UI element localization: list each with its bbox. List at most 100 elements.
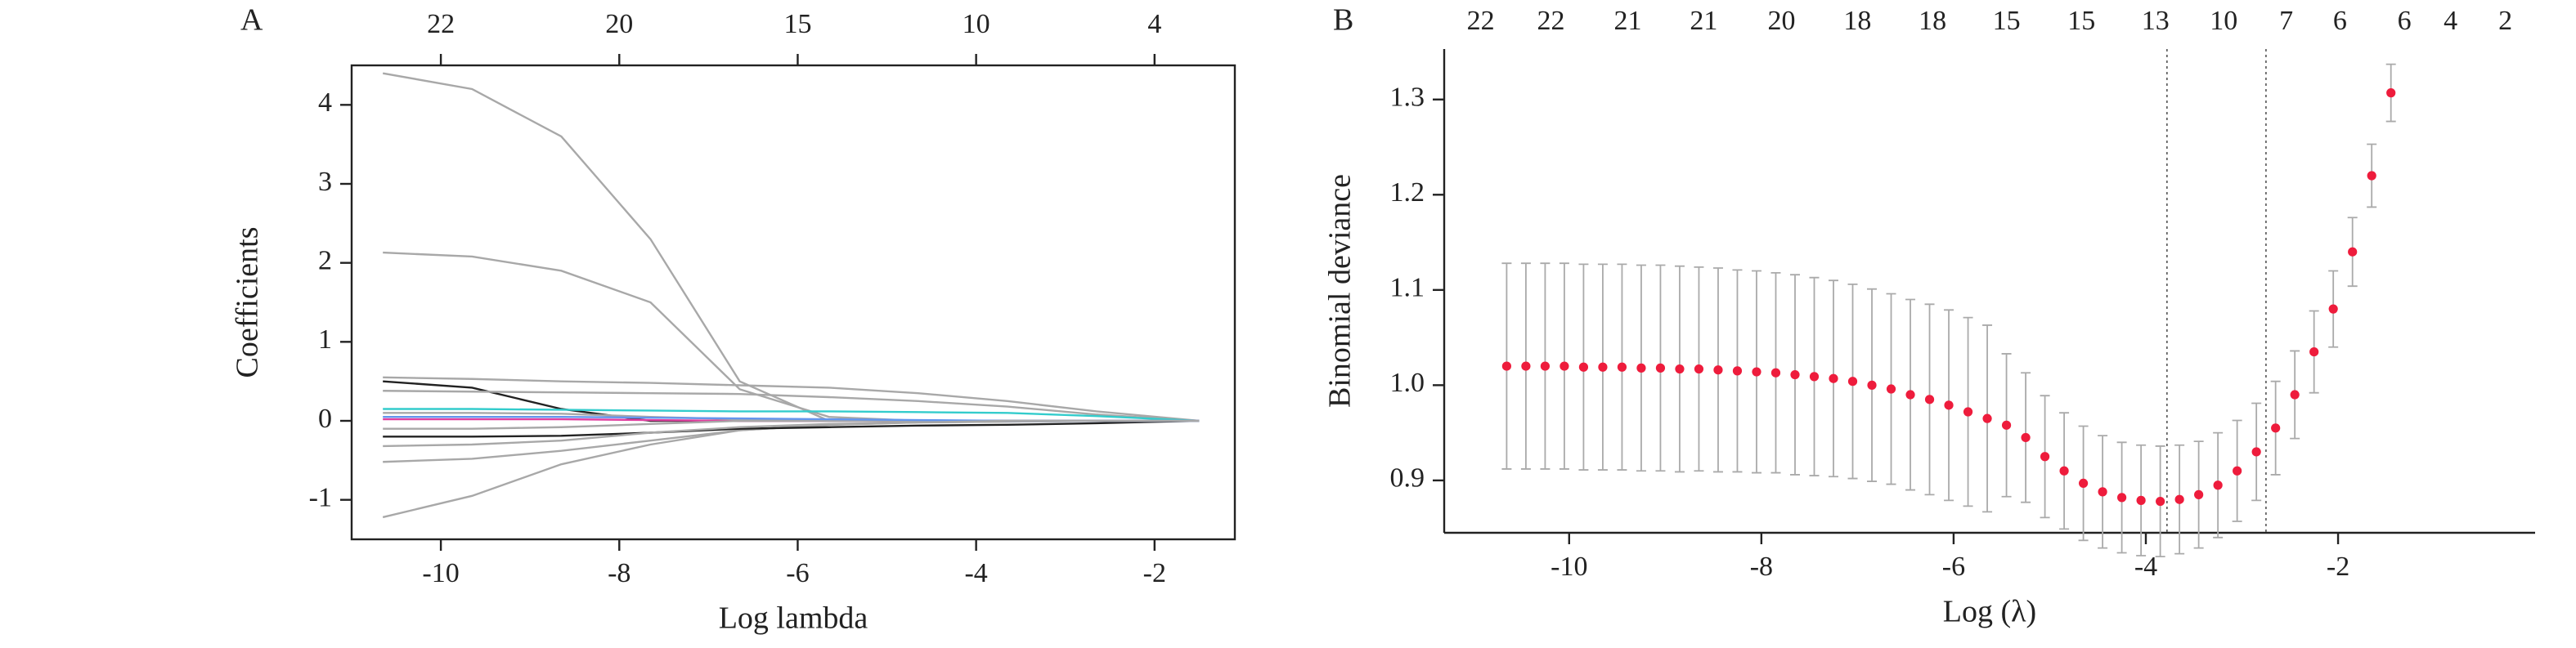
point <box>1905 390 1915 400</box>
point <box>1982 413 1992 423</box>
panel-label: B <box>1333 3 1353 38</box>
point <box>1963 407 1973 417</box>
point <box>2136 495 2146 505</box>
top-tick-label: 4 <box>2444 6 2457 36</box>
coefficient-path <box>383 376 1200 422</box>
top-tick-label: 4 <box>1147 9 1161 39</box>
panel-label: A <box>240 3 263 38</box>
x-tick-label: -6 <box>786 558 809 588</box>
top-tick-label: 6 <box>2398 6 2412 36</box>
point <box>1598 362 1608 372</box>
point <box>2348 247 2358 257</box>
x-tick-label: -6 <box>1942 552 1965 582</box>
point <box>1924 395 1935 404</box>
y-tick-label: 1.0 <box>1390 368 1425 398</box>
plot-frame <box>350 64 1236 541</box>
y-tick-label: 3 <box>318 167 332 197</box>
top-tick-label: 2 <box>2498 6 2512 36</box>
top-tick-label: 22 <box>427 9 455 39</box>
point <box>1694 364 1704 374</box>
point <box>1886 384 1896 394</box>
coefficient-path <box>383 408 1200 422</box>
x-tick-label: -8 <box>608 558 631 588</box>
top-tick-label: 10 <box>963 9 990 39</box>
y-axis-label: Coefficients <box>231 226 265 378</box>
point <box>2001 420 2012 430</box>
point <box>1501 361 1511 371</box>
coefficient-path <box>382 419 1200 519</box>
point <box>1655 363 1666 373</box>
point <box>2059 466 2069 476</box>
point <box>1578 362 1589 372</box>
point <box>2367 171 2376 181</box>
point <box>1752 367 1761 377</box>
coefficient-path <box>382 72 1200 422</box>
x-tick-label: -4 <box>2134 552 2157 582</box>
y-tick-label: 1.2 <box>1390 177 1425 208</box>
point <box>2021 432 2031 443</box>
coefficient-path <box>383 419 1200 448</box>
y-axis-label: Binomial deviance <box>1323 174 1358 408</box>
y-tick-label: 4 <box>318 87 332 118</box>
point <box>2309 346 2319 357</box>
top-tick-label: 21 <box>1690 6 1717 36</box>
point <box>1847 377 1858 387</box>
point <box>2213 480 2223 490</box>
x-tick-label: -10 <box>422 558 459 588</box>
top-tick-label: 15 <box>2067 6 2095 36</box>
point <box>1770 368 1781 378</box>
point <box>1636 363 1646 373</box>
top-tick-label: 20 <box>1768 6 1796 36</box>
point <box>2117 493 2127 503</box>
y-tick-label: 1.3 <box>1390 83 1425 113</box>
point <box>2040 452 2050 462</box>
x-axis-label: Log (λ) <box>1943 595 2036 629</box>
y-tick-label: 1.1 <box>1390 273 1425 303</box>
point <box>1944 400 1954 410</box>
top-tick-label: 18 <box>1843 6 1871 36</box>
x-tick-label: -2 <box>1143 558 1166 588</box>
coefficient-path <box>383 390 1200 422</box>
x-tick-label: -2 <box>2327 552 2349 582</box>
top-tick-label: 15 <box>1993 6 2021 36</box>
x-tick-label: -10 <box>1551 552 1587 582</box>
point <box>2328 304 2338 314</box>
top-tick-label: 22 <box>1467 6 1495 36</box>
x-tick-label: -8 <box>1750 552 1773 582</box>
top-tick-label: 21 <box>1613 6 1641 36</box>
point <box>1809 372 1820 382</box>
point <box>1713 365 1723 375</box>
point <box>1540 361 1551 371</box>
point <box>1829 373 1838 383</box>
point <box>2290 390 2300 400</box>
point <box>2078 478 2089 489</box>
top-tick-label: 15 <box>783 9 811 39</box>
x-axis-label: Log lambda <box>719 601 868 636</box>
point <box>1521 361 1531 371</box>
y-tick-label: 1 <box>318 324 332 355</box>
point <box>2174 494 2184 504</box>
point <box>2386 88 2396 98</box>
y-tick-label: 2 <box>318 245 332 275</box>
top-tick-label: 20 <box>605 9 633 39</box>
point <box>1560 361 1569 371</box>
point <box>2271 423 2281 433</box>
coefficient-path <box>383 419 1200 438</box>
point <box>1790 369 1800 380</box>
point <box>1617 362 1627 372</box>
point <box>1867 380 1877 390</box>
y-tick-label: 0.9 <box>1390 463 1425 494</box>
point <box>2098 487 2107 497</box>
point <box>2194 489 2204 499</box>
point <box>1675 364 1685 374</box>
y-tick-label: -1 <box>309 482 332 512</box>
top-tick-label: 22 <box>1537 6 1564 36</box>
point <box>1732 366 1743 376</box>
point <box>2156 496 2165 507</box>
top-tick-label: 6 <box>2333 6 2347 36</box>
x-tick-label: -4 <box>964 558 987 588</box>
top-tick-label: 7 <box>2279 6 2293 36</box>
point <box>2233 466 2242 476</box>
y-tick-label: 0 <box>318 404 332 434</box>
